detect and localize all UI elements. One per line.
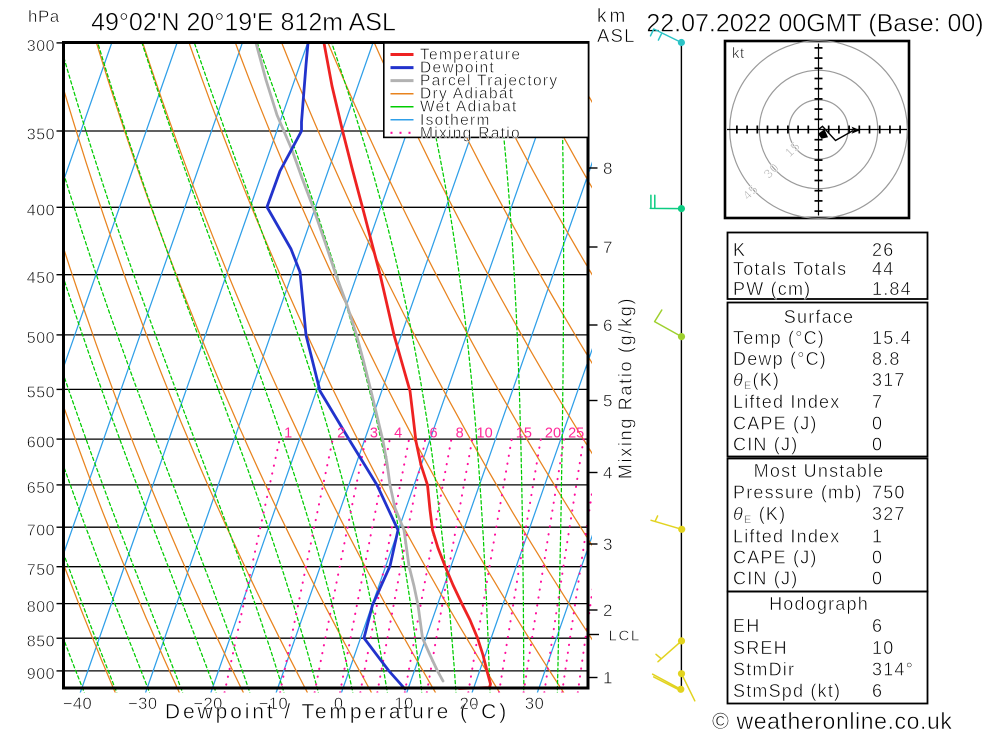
svg-text:8: 8	[603, 159, 612, 178]
svg-text:© weatheronline.co.uk: © weatheronline.co.uk	[712, 708, 953, 733]
svg-text:750: 750	[872, 482, 906, 502]
svg-text:Mixing Ratio (g/kg): Mixing Ratio (g/kg)	[616, 297, 636, 479]
svg-text:900: 900	[27, 666, 55, 683]
svg-text:Temperature: Temperature	[420, 47, 521, 64]
svg-text:θE (K): θE (K)	[733, 504, 786, 526]
svg-text:15: 15	[516, 426, 532, 442]
svg-text:Temp (°C): Temp (°C)	[733, 328, 825, 348]
svg-text:km: km	[597, 6, 628, 27]
svg-text:400: 400	[27, 203, 55, 220]
svg-text:750: 750	[27, 562, 55, 579]
svg-text:650: 650	[27, 480, 55, 497]
svg-text:600: 600	[27, 434, 55, 451]
svg-text:Dewp (°C): Dewp (°C)	[733, 349, 827, 369]
svg-text:15.4: 15.4	[872, 328, 912, 348]
svg-text:10: 10	[394, 695, 413, 713]
svg-text:Parcel Trajectory: Parcel Trajectory	[420, 73, 558, 90]
svg-text:25: 25	[568, 426, 584, 442]
svg-text:K: K	[733, 240, 746, 260]
svg-text:700: 700	[27, 523, 55, 540]
svg-text:1: 1	[284, 426, 292, 442]
svg-text:Dewpoint: Dewpoint	[420, 60, 495, 77]
svg-text:Lifted Index: Lifted Index	[733, 527, 840, 547]
svg-text:StmDir: StmDir	[733, 660, 795, 680]
svg-text:327: 327	[872, 504, 906, 524]
svg-text:6: 6	[603, 316, 612, 335]
svg-text:314°: 314°	[872, 660, 914, 680]
svg-text:Most Unstable: Most Unstable	[754, 461, 885, 481]
svg-text:44: 44	[872, 259, 894, 279]
svg-text:350: 350	[27, 126, 55, 143]
svg-text:8: 8	[456, 426, 464, 442]
svg-text:−40: −40	[63, 695, 93, 713]
svg-text:6: 6	[430, 426, 438, 442]
svg-text:Hodograph: Hodograph	[769, 594, 869, 614]
svg-text:7: 7	[872, 392, 883, 412]
svg-text:7: 7	[603, 238, 612, 257]
svg-text:PW (cm): PW (cm)	[733, 279, 811, 299]
svg-text:1.84: 1.84	[872, 279, 912, 299]
svg-text:3: 3	[370, 426, 378, 442]
svg-text:850: 850	[27, 634, 55, 651]
svg-text:0: 0	[872, 569, 883, 589]
svg-text:1: 1	[872, 527, 883, 547]
svg-text:6: 6	[872, 616, 883, 636]
svg-text:StmSpd (kt): StmSpd (kt)	[733, 681, 841, 701]
svg-text:EH: EH	[733, 616, 760, 636]
svg-text:6: 6	[872, 681, 883, 701]
svg-text:0: 0	[872, 413, 883, 433]
svg-text:550: 550	[27, 385, 55, 402]
svg-text:CIN (J): CIN (J)	[733, 435, 798, 455]
svg-text:CAPE (J): CAPE (J)	[733, 548, 818, 568]
svg-text:Surface: Surface	[784, 307, 854, 327]
svg-text:2: 2	[603, 601, 612, 620]
svg-text:4: 4	[603, 464, 612, 483]
svg-text:Totals Totals: Totals Totals	[733, 259, 847, 279]
svg-text:20: 20	[460, 695, 479, 713]
svg-text:10: 10	[872, 638, 894, 658]
svg-text:26: 26	[872, 240, 894, 260]
svg-text:hPa: hPa	[28, 7, 60, 26]
svg-text:30: 30	[525, 695, 544, 713]
svg-text:300: 300	[27, 38, 55, 55]
svg-text:10: 10	[477, 426, 493, 442]
svg-text:Pressure (mb): Pressure (mb)	[733, 482, 863, 502]
svg-text:5: 5	[603, 392, 612, 411]
svg-text:317: 317	[872, 370, 906, 390]
svg-text:Mixing Ratio: Mixing Ratio	[420, 125, 521, 142]
svg-text:Lifted Index: Lifted Index	[733, 392, 840, 412]
svg-text:Dry Adiabat: Dry Adiabat	[420, 86, 514, 103]
svg-text:4: 4	[394, 426, 402, 442]
svg-text:0: 0	[872, 435, 883, 455]
svg-text:ASL: ASL	[597, 25, 636, 46]
svg-text:Isotherm: Isotherm	[420, 112, 491, 129]
svg-text:8.8: 8.8	[872, 349, 901, 369]
svg-text:500: 500	[27, 330, 55, 347]
svg-text:CIN (J): CIN (J)	[733, 569, 798, 589]
svg-text:−10: −10	[259, 695, 289, 713]
svg-text:0: 0	[334, 695, 344, 713]
svg-text:1: 1	[603, 669, 612, 688]
svg-text:450: 450	[27, 270, 55, 287]
svg-text:2: 2	[337, 426, 345, 442]
svg-text:20: 20	[545, 426, 561, 442]
svg-text:Wet Adiabat: Wet Adiabat	[420, 99, 518, 116]
svg-text:800: 800	[27, 599, 55, 616]
svg-text:θE(K): θE(K)	[733, 370, 780, 392]
svg-text:3: 3	[603, 535, 612, 554]
svg-text:22.07.2022 00GMT (Base: 00): 22.07.2022 00GMT (Base: 00)	[646, 10, 983, 38]
svg-text:49°02'N 20°19'E 812m ASL: 49°02'N 20°19'E 812m ASL	[91, 9, 396, 37]
svg-text:−20: −20	[193, 695, 223, 713]
svg-text:LCL: LCL	[609, 628, 641, 645]
svg-text:0: 0	[872, 548, 883, 568]
svg-text:−30: −30	[128, 695, 158, 713]
svg-text:kt: kt	[732, 45, 745, 62]
svg-text:SREH: SREH	[733, 638, 788, 658]
svg-text:CAPE (J): CAPE (J)	[733, 413, 818, 433]
svg-text:Dewpoint / Temperature (°C): Dewpoint / Temperature (°C)	[165, 701, 509, 724]
